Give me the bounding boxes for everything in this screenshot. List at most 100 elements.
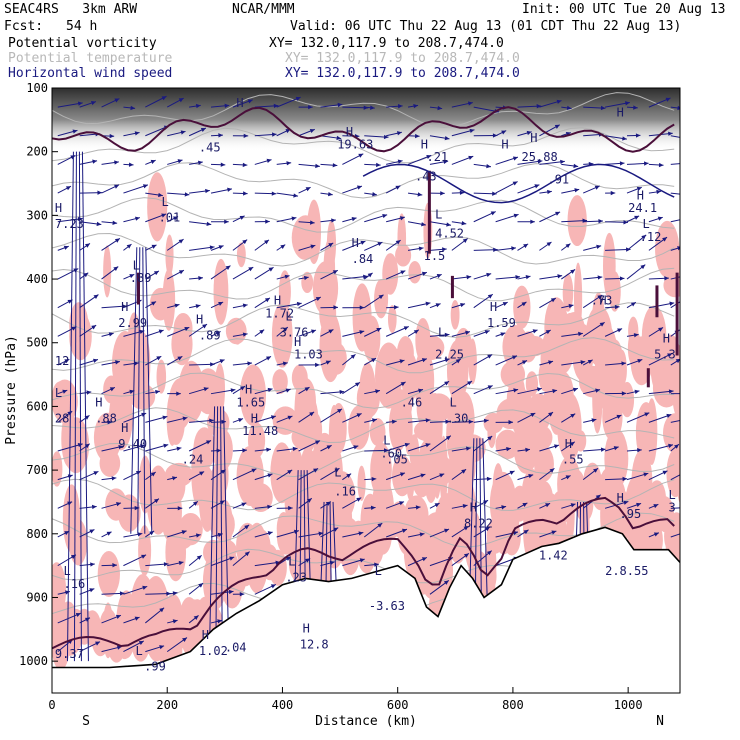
wind-arrowhead bbox=[643, 161, 649, 166]
wind-arrowhead bbox=[126, 244, 132, 249]
wind-arrowhead bbox=[536, 103, 542, 109]
wind-arrowhead bbox=[156, 356, 162, 361]
wind-arrowhead bbox=[466, 275, 472, 280]
wind-arrowhead bbox=[62, 389, 68, 394]
wind-arrowhead bbox=[565, 475, 571, 480]
wind-arrowhead bbox=[370, 105, 375, 110]
wind-vector bbox=[670, 419, 680, 423]
wind-arrowhead bbox=[532, 329, 538, 334]
wind-arrowhead bbox=[336, 135, 342, 141]
wind-arrowhead bbox=[242, 239, 248, 245]
extrema-label: .16 bbox=[64, 577, 86, 591]
wind-arrowhead bbox=[178, 239, 184, 244]
pv-shade-blob bbox=[662, 234, 680, 282]
wind-arrowhead bbox=[64, 531, 70, 536]
wind-arrowhead bbox=[419, 532, 425, 537]
wind-arrowhead bbox=[242, 303, 248, 308]
wind-arrowhead bbox=[463, 526, 469, 531]
terrain-line bbox=[52, 526, 680, 669]
wind-arrowhead bbox=[92, 159, 98, 164]
wind-arrowhead bbox=[400, 270, 406, 275]
extrema-label: .99 bbox=[144, 660, 166, 674]
wind-arrowhead bbox=[442, 247, 447, 252]
pv-shade-blob bbox=[572, 323, 594, 382]
pv-shade-blob bbox=[171, 322, 193, 366]
pv-shade-blob bbox=[248, 483, 273, 513]
x-tick-label: 800 bbox=[502, 698, 524, 712]
wind-arrowhead bbox=[64, 359, 70, 364]
pv-shade-blob bbox=[272, 369, 288, 394]
wind-arrowhead bbox=[218, 301, 224, 306]
extrema-label: .88 bbox=[95, 411, 117, 425]
x-tick-label: 600 bbox=[387, 698, 409, 712]
wind-arrowhead bbox=[525, 275, 531, 280]
wind-arrowhead bbox=[138, 640, 144, 645]
wind-arrowhead bbox=[570, 413, 576, 418]
wind-arrowhead bbox=[677, 246, 680, 251]
wind-arrowhead bbox=[72, 129, 78, 134]
wind-arrowhead bbox=[93, 294, 99, 299]
wind-arrowhead bbox=[161, 96, 167, 101]
wind-arrowhead bbox=[530, 413, 536, 418]
extrema-label: H bbox=[501, 138, 508, 152]
extrema-label: H bbox=[663, 332, 670, 346]
wind-arrowhead bbox=[658, 162, 664, 168]
theta-contour bbox=[52, 197, 675, 233]
wind-arrowhead bbox=[687, 529, 692, 533]
extrema-label: 12 bbox=[55, 354, 69, 368]
wind-arrowhead bbox=[176, 446, 182, 451]
wind-arrowhead bbox=[162, 415, 168, 420]
wind-arrowhead bbox=[435, 303, 441, 308]
theta-contour bbox=[52, 407, 675, 444]
legend-wind-xy: XY= 132.0,117.9 to 208.7,474.0 bbox=[285, 66, 520, 81]
pv-shade-blob bbox=[239, 364, 267, 426]
wind-arrowhead bbox=[509, 470, 515, 475]
extrema-label: H bbox=[565, 437, 572, 451]
wind-arrowhead bbox=[492, 191, 497, 196]
wind-arrowhead bbox=[483, 418, 489, 424]
theta-contour bbox=[52, 442, 675, 478]
extrema-label: L bbox=[334, 465, 341, 479]
wind-arrowhead bbox=[550, 298, 556, 303]
wind-arrowhead bbox=[280, 244, 286, 249]
header-init: Init: 00 UTC Tue 20 Aug 13 bbox=[522, 2, 726, 17]
theta-contour bbox=[52, 127, 675, 164]
extrema-label: .45 bbox=[199, 141, 221, 155]
wind-arrowhead bbox=[303, 275, 309, 281]
wind-arrowhead bbox=[501, 505, 507, 510]
wind-vector bbox=[670, 533, 680, 538]
wind-arrowhead bbox=[119, 591, 125, 596]
wind-arrowhead bbox=[625, 101, 630, 106]
extrema-label: 11.48 bbox=[242, 424, 278, 438]
wind-arrowhead bbox=[376, 162, 381, 168]
extrema-label: .12 bbox=[640, 230, 662, 244]
extrema-label: H bbox=[202, 628, 209, 642]
wind-arrowhead bbox=[172, 476, 177, 481]
wind-arrowhead bbox=[339, 389, 345, 395]
wind-arrowhead bbox=[288, 505, 293, 511]
header-model: SEAC4RS 3km ARW bbox=[4, 2, 138, 17]
wind-arrowhead bbox=[150, 472, 156, 477]
updraft-vector bbox=[78, 151, 82, 662]
theta-contour bbox=[52, 162, 675, 199]
wind-arrowhead bbox=[332, 163, 338, 168]
wind-arrowhead bbox=[613, 446, 619, 451]
wind-arrowhead bbox=[178, 270, 184, 275]
wind-arrowhead bbox=[65, 186, 71, 191]
wind-arrowhead bbox=[467, 101, 473, 106]
extrema-label: 2.8.55 bbox=[605, 564, 648, 578]
extrema-label: H bbox=[530, 131, 537, 145]
wind-arrowhead bbox=[287, 469, 293, 475]
wind-arrowhead bbox=[265, 219, 270, 224]
wind-arrowhead bbox=[227, 187, 232, 192]
pv-shade-blob bbox=[538, 360, 550, 392]
wind-arrowhead bbox=[391, 419, 397, 424]
wind-arrowhead bbox=[128, 162, 134, 167]
wind-arrowhead bbox=[295, 96, 301, 101]
pv-shade-blob bbox=[236, 242, 246, 268]
wind-arrowhead bbox=[359, 558, 365, 563]
extrema-label: 25.88 bbox=[522, 150, 558, 164]
wind-arrowhead bbox=[420, 473, 426, 478]
wind-arrowhead bbox=[572, 387, 578, 392]
wind-arrowhead bbox=[610, 190, 616, 196]
